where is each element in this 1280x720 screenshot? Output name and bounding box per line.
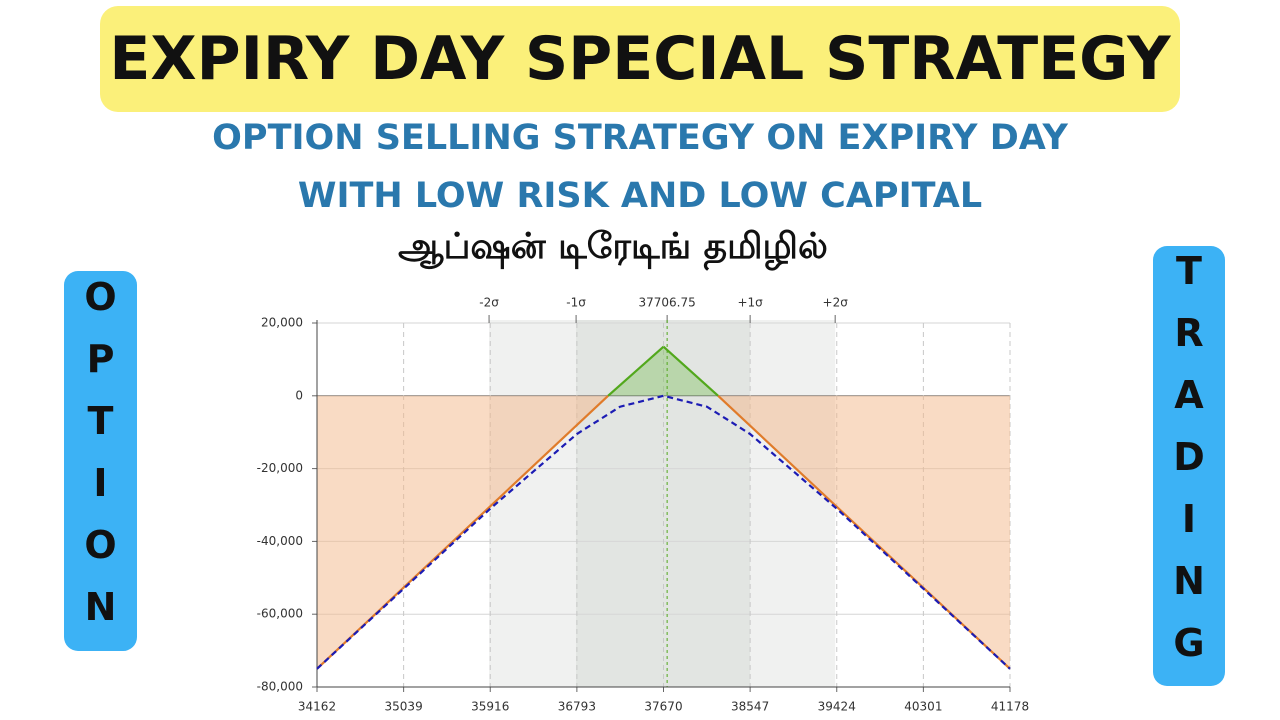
expiry-segment xyxy=(662,345,719,397)
x-tick-label: 36793 xyxy=(558,700,596,714)
y-tick-label: -20,000 xyxy=(257,461,303,475)
target-line xyxy=(316,394,1011,670)
x-tick-label: 37670 xyxy=(644,700,682,714)
top-tick-label: 37706.75 xyxy=(638,296,695,310)
x-tick-label: 35916 xyxy=(471,700,509,714)
side-label: OPTION xyxy=(78,275,123,647)
chart: 20,000 0 -20,000 -40,000 -60,000 -80,000 34162… xyxy=(257,296,1029,714)
left-badge: OPTION xyxy=(64,271,137,651)
x-tick-label: 34162 xyxy=(298,700,336,714)
tamil-line: ஆப்ஷன் டிரேடிங் தமிழில் xyxy=(398,226,828,267)
y-tick-label: -40,000 xyxy=(257,534,303,548)
profit-area xyxy=(317,346,1010,396)
top-tick-label: +2σ xyxy=(823,296,849,310)
loss-area xyxy=(317,395,1010,669)
side-label: TRADING xyxy=(1167,249,1211,683)
y-tick-label: 0 xyxy=(295,388,303,402)
x-tick-label: 35039 xyxy=(385,700,423,714)
top-tick-label: -1σ xyxy=(566,296,586,310)
x-tick-label: 38547 xyxy=(731,700,769,714)
top-tick-label: -2σ xyxy=(479,296,499,310)
x-tick-label: 40301 xyxy=(904,700,942,714)
y-tick-label: -80,000 xyxy=(257,680,303,694)
subtitle: OPTION SELLING STRATEGY ON EXPIRY DAY xyxy=(212,118,1068,158)
y-tick-label: 20,000 xyxy=(261,316,303,330)
expiry-segment xyxy=(316,394,609,670)
subtitle: WITH LOW RISK AND LOW CAPITAL xyxy=(297,176,983,216)
title: EXPIRY DAY SPECIAL STRATEGY xyxy=(109,24,1171,94)
expiry-segment xyxy=(607,345,665,397)
x-tick-label: 41178 xyxy=(991,700,1029,714)
title-banner: EXPIRY DAY SPECIAL STRATEGY xyxy=(100,6,1180,112)
x-tick-label: 39424 xyxy=(818,700,856,714)
y-tick-label: -60,000 xyxy=(257,607,303,621)
right-badge: TRADING xyxy=(1153,246,1225,686)
top-tick-label: +1σ xyxy=(737,296,763,310)
